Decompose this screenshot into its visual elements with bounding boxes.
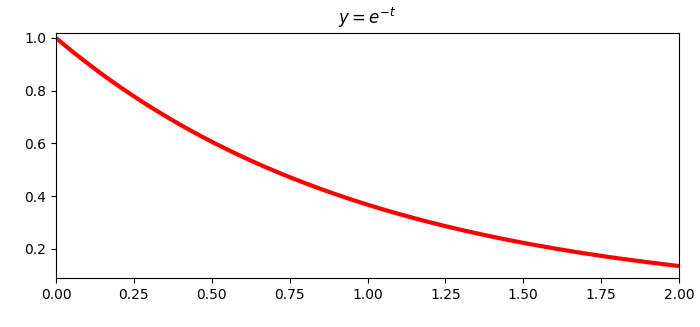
Title: $y = e^{-t}$: $y = e^{-t}$ bbox=[338, 6, 397, 30]
